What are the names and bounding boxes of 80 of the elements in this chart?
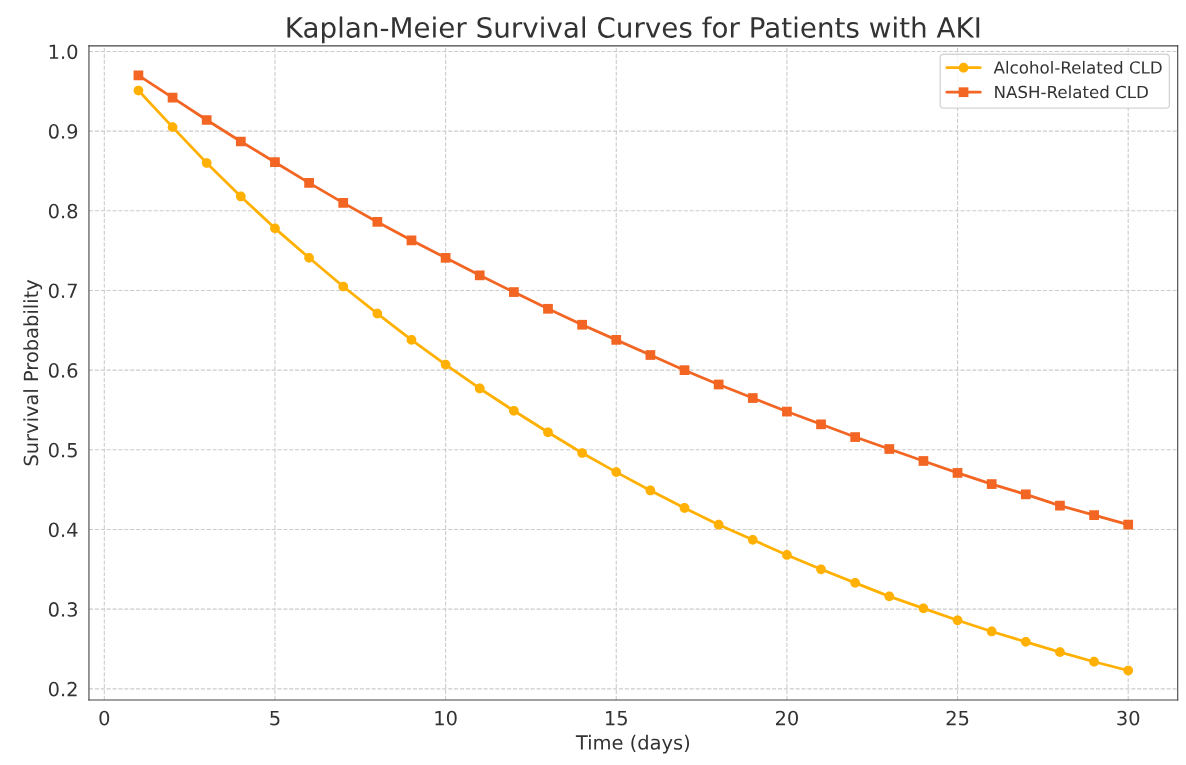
point xyxy=(747,393,758,403)
point xyxy=(679,365,690,376)
point xyxy=(816,419,826,430)
point xyxy=(1055,647,1065,658)
point xyxy=(1055,500,1065,511)
point xyxy=(1123,665,1134,676)
point xyxy=(918,603,929,614)
x-tick-label: 0 xyxy=(99,710,110,726)
point xyxy=(850,578,861,588)
point xyxy=(406,335,417,345)
y-tick-label: 1.0 xyxy=(49,44,78,60)
x-axis-title: Time (days) xyxy=(575,734,690,754)
point xyxy=(167,122,178,133)
y-tick-label: 0.5 xyxy=(48,442,77,458)
y-tick-label: 0.6 xyxy=(48,363,78,378)
point xyxy=(782,550,792,560)
point xyxy=(918,456,929,466)
point xyxy=(509,287,519,297)
point xyxy=(782,406,792,417)
point xyxy=(543,303,553,314)
point xyxy=(1123,519,1134,530)
point xyxy=(884,444,895,454)
point xyxy=(952,468,963,478)
point xyxy=(816,564,826,575)
x-tick-label: 5 xyxy=(270,710,280,726)
point xyxy=(270,223,280,234)
point xyxy=(509,405,519,416)
point xyxy=(645,350,656,360)
point xyxy=(338,281,349,292)
point xyxy=(304,252,314,263)
point xyxy=(372,308,383,319)
point xyxy=(611,335,622,345)
point xyxy=(952,615,963,626)
point xyxy=(884,591,895,602)
point xyxy=(474,270,485,281)
point xyxy=(577,448,587,458)
point xyxy=(577,319,587,330)
point xyxy=(304,178,314,188)
point xyxy=(1020,489,1031,500)
y-tick-label: 0.3 xyxy=(48,602,77,617)
point xyxy=(713,519,724,530)
y-tick-label: 0.2 xyxy=(48,681,77,697)
point xyxy=(201,115,212,125)
point xyxy=(543,427,553,438)
point xyxy=(986,479,997,489)
point xyxy=(747,534,758,545)
y-tick-label: 0.7 xyxy=(48,283,77,299)
point xyxy=(235,136,246,147)
y-axis-title: Survival Probability xyxy=(23,279,43,466)
point xyxy=(1020,636,1031,647)
x-tick-label: 20 xyxy=(775,710,798,726)
point xyxy=(440,359,451,370)
point xyxy=(338,197,349,208)
point xyxy=(850,432,861,442)
point xyxy=(270,157,280,168)
y-tick-label: 0.9 xyxy=(48,124,78,139)
point xyxy=(235,191,246,202)
legend-label: NASH-Related CLD xyxy=(995,85,1148,99)
point xyxy=(679,503,690,513)
point xyxy=(167,92,178,103)
point xyxy=(986,626,997,637)
x-tick-label: 30 xyxy=(1117,710,1140,726)
point xyxy=(201,158,212,168)
point xyxy=(611,467,622,477)
y-tick-label: 0.4 xyxy=(48,522,78,538)
point xyxy=(1089,510,1099,521)
legend-label: Alcohol-Related CLD xyxy=(993,60,1162,74)
point xyxy=(372,217,383,227)
point xyxy=(713,379,724,390)
point xyxy=(474,383,485,394)
x-tick-label: 15 xyxy=(606,710,627,726)
point xyxy=(645,485,656,496)
point xyxy=(133,85,144,96)
point xyxy=(1089,656,1099,667)
x-tick-label: 10 xyxy=(435,710,457,726)
y-tick-label: 0.8 xyxy=(48,203,78,219)
point xyxy=(406,235,417,246)
point xyxy=(440,252,451,263)
x-tick-label: 25 xyxy=(946,710,969,726)
chart-title: Kaplan-Meier Survival Curves for Patients with AKI xyxy=(287,16,980,44)
